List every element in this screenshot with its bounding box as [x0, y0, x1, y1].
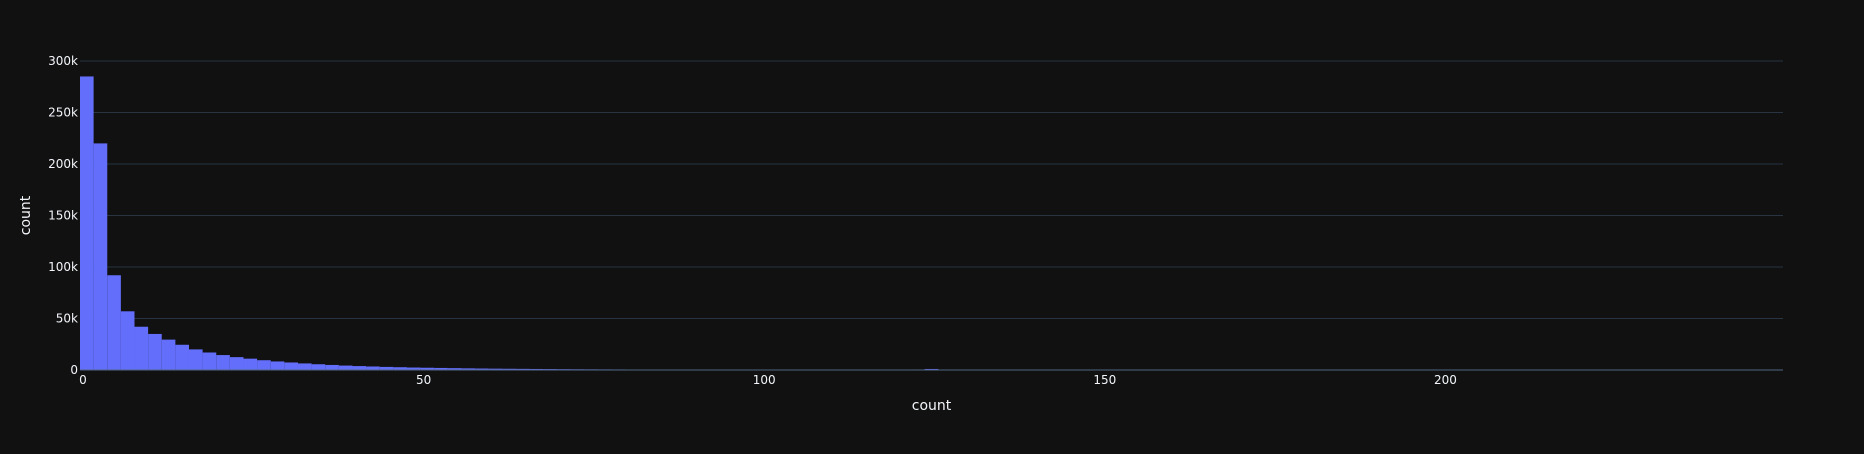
- histogram-bar: [312, 364, 326, 370]
- x-tick-label: 100: [753, 373, 776, 387]
- histogram-bar: [94, 143, 108, 370]
- histogram-bar: [134, 327, 148, 370]
- histogram-bar: [230, 357, 244, 370]
- x-tick-label: 0: [79, 373, 87, 387]
- histogram-bar: [162, 340, 176, 370]
- y-tick-label: 150k: [48, 209, 78, 223]
- histogram-bar: [216, 355, 230, 370]
- grid-lines: [80, 61, 1783, 319]
- histogram-bar: [325, 365, 339, 370]
- bars: [80, 76, 1783, 370]
- x-tick-label: 50: [416, 373, 431, 387]
- y-tick-label: 100k: [48, 260, 78, 274]
- y-tick-label: 0: [70, 363, 78, 377]
- x-axis-title: count: [912, 398, 952, 414]
- histogram-bar: [257, 360, 271, 370]
- histogram-bar: [175, 345, 189, 370]
- x-tick-label: 200: [1434, 373, 1457, 387]
- histogram-bar: [121, 311, 135, 370]
- y-tick-label: 200k: [48, 157, 78, 171]
- y-tick-label: 300k: [48, 54, 78, 68]
- histogram-bar: [271, 361, 285, 370]
- histogram-bar: [366, 366, 380, 370]
- y-tick-label: 250k: [48, 106, 78, 120]
- histogram-bar: [189, 349, 203, 370]
- axes: 0 50k 100k 150k 200k 250k 300k 0 50 100 150 200: [48, 54, 1783, 387]
- histogram-bar: [107, 275, 121, 370]
- y-axis-title: count: [18, 195, 34, 235]
- histogram-bar: [284, 362, 298, 370]
- histogram-bar: [148, 334, 162, 370]
- histogram-bar: [339, 366, 353, 370]
- histogram-bar: [352, 366, 366, 370]
- histogram-bar: [243, 359, 257, 370]
- histogram-bar: [80, 76, 94, 370]
- y-tick-label: 50k: [56, 312, 78, 326]
- histogram-bar: [298, 363, 312, 370]
- histogram-bar: [203, 352, 217, 370]
- x-tick-label: 150: [1093, 373, 1116, 387]
